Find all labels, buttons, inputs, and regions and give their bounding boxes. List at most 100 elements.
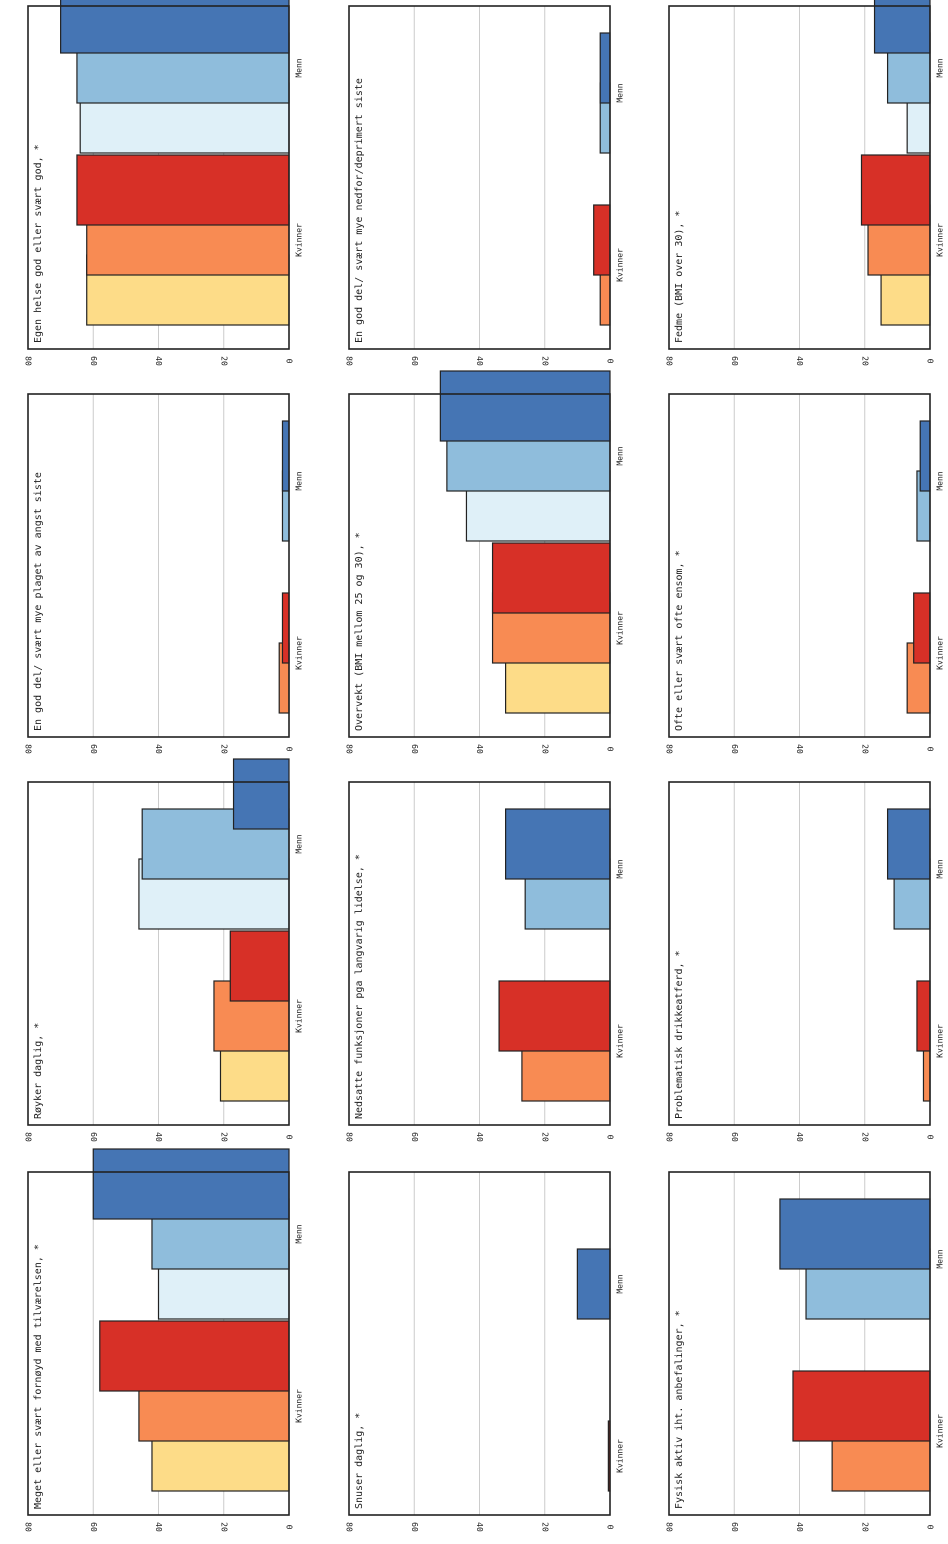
category-label: Menn xyxy=(616,446,625,465)
category-label: Kvinner xyxy=(295,223,304,257)
tick-label: 20 xyxy=(860,744,869,754)
tick-label: 80 xyxy=(665,744,674,754)
bar-kvinner-3 xyxy=(99,1320,290,1392)
tick-label: 40 xyxy=(475,744,484,754)
tick-label: 80 xyxy=(24,356,33,366)
tick-label: 60 xyxy=(410,744,419,754)
panel-title: Fysisk aktiv iht. anbefalinger, * xyxy=(674,1310,685,1509)
plot-frame xyxy=(668,1171,931,1516)
tick-label: 80 xyxy=(345,1522,354,1532)
tick-label: 0 xyxy=(285,747,294,752)
tick-label: 20 xyxy=(219,1522,228,1532)
tick-label: 60 xyxy=(410,356,419,366)
tick-label: 0 xyxy=(606,359,615,364)
panel-title: Meget eller svært fornøyd med tilværelse… xyxy=(33,1244,44,1509)
tick-label: 60 xyxy=(89,1132,98,1142)
plot-frame xyxy=(348,393,611,738)
tick-label: 20 xyxy=(219,356,228,366)
panel-6: 0 20 40 60 80 Kvinner Menn Overvekt (BMI mellom… xyxy=(345,370,625,754)
tick-label: 80 xyxy=(24,744,33,754)
bar-kvinner-2 xyxy=(498,980,611,1052)
tick-label: 20 xyxy=(860,1132,869,1142)
tick-label: 60 xyxy=(730,356,739,366)
plot-frame xyxy=(27,1171,290,1516)
category-label: Menn xyxy=(295,471,304,490)
bar-menn-2 xyxy=(599,32,611,104)
bar-menn-2 xyxy=(886,808,931,880)
category-label: Kvinner xyxy=(616,1024,625,1058)
tick-label: 40 xyxy=(475,1132,484,1142)
tick-label: 0 xyxy=(285,1525,294,1530)
tick-label: 40 xyxy=(154,356,163,366)
tick-label: 0 xyxy=(606,747,615,752)
tick-label: 60 xyxy=(730,744,739,754)
category-label: Menn xyxy=(295,58,304,77)
category-label: Kvinner xyxy=(616,611,625,645)
panel-4: 0 20 40 60 80 Kvinner Menn Meget eller svært fo… xyxy=(24,1148,304,1532)
category-label: Kvinner xyxy=(936,1414,945,1448)
tick-label: 80 xyxy=(345,744,354,754)
panel-7: 0 20 40 60 80 Kvinner Menn Nedsatte funksjoner … xyxy=(345,781,625,1142)
panel-title: Fedme (BMI over 30), * xyxy=(674,211,685,343)
bar-menn-2 xyxy=(919,420,931,492)
bar-kvinner-2 xyxy=(792,1370,931,1442)
tick-label: 60 xyxy=(89,744,98,754)
tick-label: 40 xyxy=(154,1522,163,1532)
tick-label: 80 xyxy=(665,1522,674,1532)
tick-label: 60 xyxy=(89,1522,98,1532)
tick-label: 40 xyxy=(795,744,804,754)
tick-label: 20 xyxy=(860,356,869,366)
tick-label: 80 xyxy=(345,356,354,366)
bar-menn-3 xyxy=(232,758,290,830)
tick-label: 0 xyxy=(606,1135,615,1140)
panel-title: Overvekt (BMI mellom 25 og 30), * xyxy=(354,532,365,731)
bar-kvinner-3 xyxy=(860,154,931,226)
tick-label: 40 xyxy=(154,744,163,754)
tick-label: 40 xyxy=(795,1132,804,1142)
tick-label: 20 xyxy=(219,744,228,754)
category-label: Kvinner xyxy=(936,1024,945,1058)
panel-title: Nedsatte funksjoner pga langvarig lidels… xyxy=(354,854,365,1119)
category-label: Menn xyxy=(616,859,625,878)
category-label: Kvinner xyxy=(295,1389,304,1423)
panel-2: 0 20 40 60 80 Kvinner Menn En god del/ svært my… xyxy=(24,393,304,754)
category-label: Menn xyxy=(936,58,945,77)
tick-label: 20 xyxy=(540,356,549,366)
tick-label: 0 xyxy=(606,1525,615,1530)
panel-title: Problematisk drikkeatferd, * xyxy=(674,950,685,1119)
plot-frame xyxy=(348,781,611,1126)
tick-label: 60 xyxy=(410,1522,419,1532)
category-label: Menn xyxy=(616,1274,625,1293)
category-label: Kvinner xyxy=(616,248,625,282)
category-label: Menn xyxy=(936,471,945,490)
tick-label: 20 xyxy=(219,1132,228,1142)
category-label: Kvinner xyxy=(295,999,304,1033)
tick-label: 40 xyxy=(154,1132,163,1142)
tick-label: 20 xyxy=(860,1522,869,1532)
tick-label: 40 xyxy=(475,1522,484,1532)
bar-menn-2 xyxy=(779,1198,931,1270)
plot-frame xyxy=(27,781,290,1126)
tick-label: 20 xyxy=(540,1132,549,1142)
bar-menn-2 xyxy=(505,808,611,880)
bar-kvinner-2 xyxy=(913,592,931,664)
panel-title: En god del/ svært mye plaget av angst si… xyxy=(33,472,44,731)
plot-frame xyxy=(27,393,290,738)
bar-menn-3 xyxy=(873,0,931,54)
panel-1: 0 20 40 60 80 Kvinner Menn Egen helse god eller… xyxy=(24,0,304,366)
category-label: Menn xyxy=(295,834,304,853)
panel-title: En god del/ svært mye nedfor/deprimert s… xyxy=(354,78,365,343)
category-label: Kvinner xyxy=(936,636,945,670)
bar-menn-3 xyxy=(92,1148,290,1220)
panel-9: 0 20 40 60 80 Kvinner Menn Fedme (BMI over 30),… xyxy=(665,0,945,366)
bar-kvinner-2 xyxy=(281,592,290,664)
category-label: Kvinner xyxy=(616,1439,625,1473)
tick-label: 60 xyxy=(730,1522,739,1532)
tick-label: 60 xyxy=(410,1132,419,1142)
bar-kvinner-2 xyxy=(916,980,931,1052)
bar-kvinner-3 xyxy=(491,542,611,614)
plot-frame xyxy=(668,393,931,738)
tick-label: 20 xyxy=(540,1522,549,1532)
tick-label: 80 xyxy=(665,356,674,366)
